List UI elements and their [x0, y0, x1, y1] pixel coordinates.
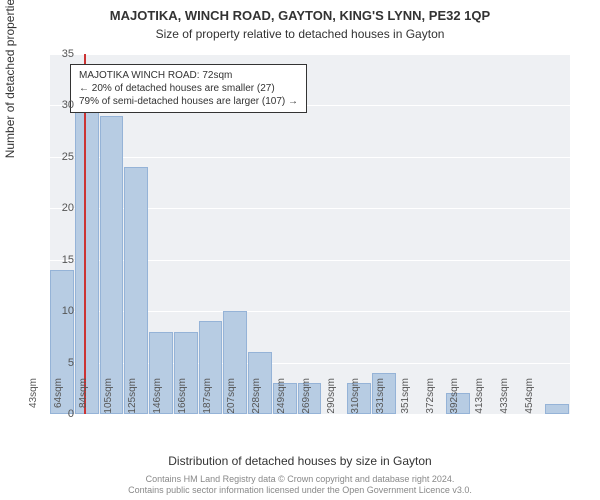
- chart-subtitle: Size of property relative to detached ho…: [0, 27, 600, 41]
- x-tick-label: 146sqm: [152, 378, 163, 418]
- gridline: [50, 54, 570, 55]
- x-tick-label: 228sqm: [251, 378, 262, 418]
- x-tick-label: 84sqm: [78, 378, 89, 418]
- chart-title: MAJOTIKA, WINCH ROAD, GAYTON, KING'S LYN…: [0, 8, 600, 23]
- x-tick-label: 310sqm: [350, 378, 361, 418]
- x-tick-label: 454sqm: [524, 378, 535, 418]
- x-tick-label: 207sqm: [226, 378, 237, 418]
- info-box: MAJOTIKA WINCH ROAD: 72sqm← 20% of detac…: [70, 64, 307, 113]
- x-tick-label: 331sqm: [375, 378, 386, 418]
- histogram-bar: [75, 95, 99, 414]
- footer-line-2: Contains public sector information licen…: [0, 485, 600, 496]
- x-tick-label: 413sqm: [474, 378, 485, 418]
- x-tick-label: 249sqm: [276, 378, 287, 418]
- y-tick-label: 10: [52, 305, 74, 317]
- x-tick-label: 64sqm: [53, 378, 64, 418]
- x-tick-label: 433sqm: [499, 378, 510, 418]
- x-tick-label: 166sqm: [177, 378, 188, 418]
- x-axis-title: Distribution of detached houses by size …: [0, 454, 600, 468]
- gridline: [50, 157, 570, 158]
- y-axis-title: Number of detached properties: [3, 0, 17, 158]
- x-tick-label: 43sqm: [28, 378, 39, 418]
- info-box-line: ← 20% of detached houses are smaller (27…: [79, 82, 298, 95]
- x-tick-label: 290sqm: [326, 378, 337, 418]
- x-tick-label: 125sqm: [127, 378, 138, 418]
- histogram-bar: [100, 116, 124, 414]
- x-tick-label: 269sqm: [301, 378, 312, 418]
- y-tick-label: 35: [52, 48, 74, 60]
- y-tick-label: 20: [52, 202, 74, 214]
- histogram-bar: [545, 404, 569, 414]
- x-tick-label: 105sqm: [103, 378, 114, 418]
- x-tick-label: 372sqm: [425, 378, 436, 418]
- plot-area: MAJOTIKA WINCH ROAD: 72sqm← 20% of detac…: [50, 54, 570, 414]
- y-tick-label: 5: [52, 357, 74, 369]
- info-box-line: 79% of semi-detached houses are larger (…: [79, 95, 298, 108]
- footer-line-1: Contains HM Land Registry data © Crown c…: [0, 474, 600, 485]
- x-tick-label: 392sqm: [449, 378, 460, 418]
- x-tick-label: 351sqm: [400, 378, 411, 418]
- y-tick-label: 25: [52, 151, 74, 163]
- info-box-line: MAJOTIKA WINCH ROAD: 72sqm: [79, 69, 298, 82]
- footer-text: Contains HM Land Registry data © Crown c…: [0, 474, 600, 496]
- histogram-bar: [124, 167, 148, 414]
- y-tick-label: 15: [52, 254, 74, 266]
- y-tick-label: 30: [52, 99, 74, 111]
- x-tick-label: 187sqm: [202, 378, 213, 418]
